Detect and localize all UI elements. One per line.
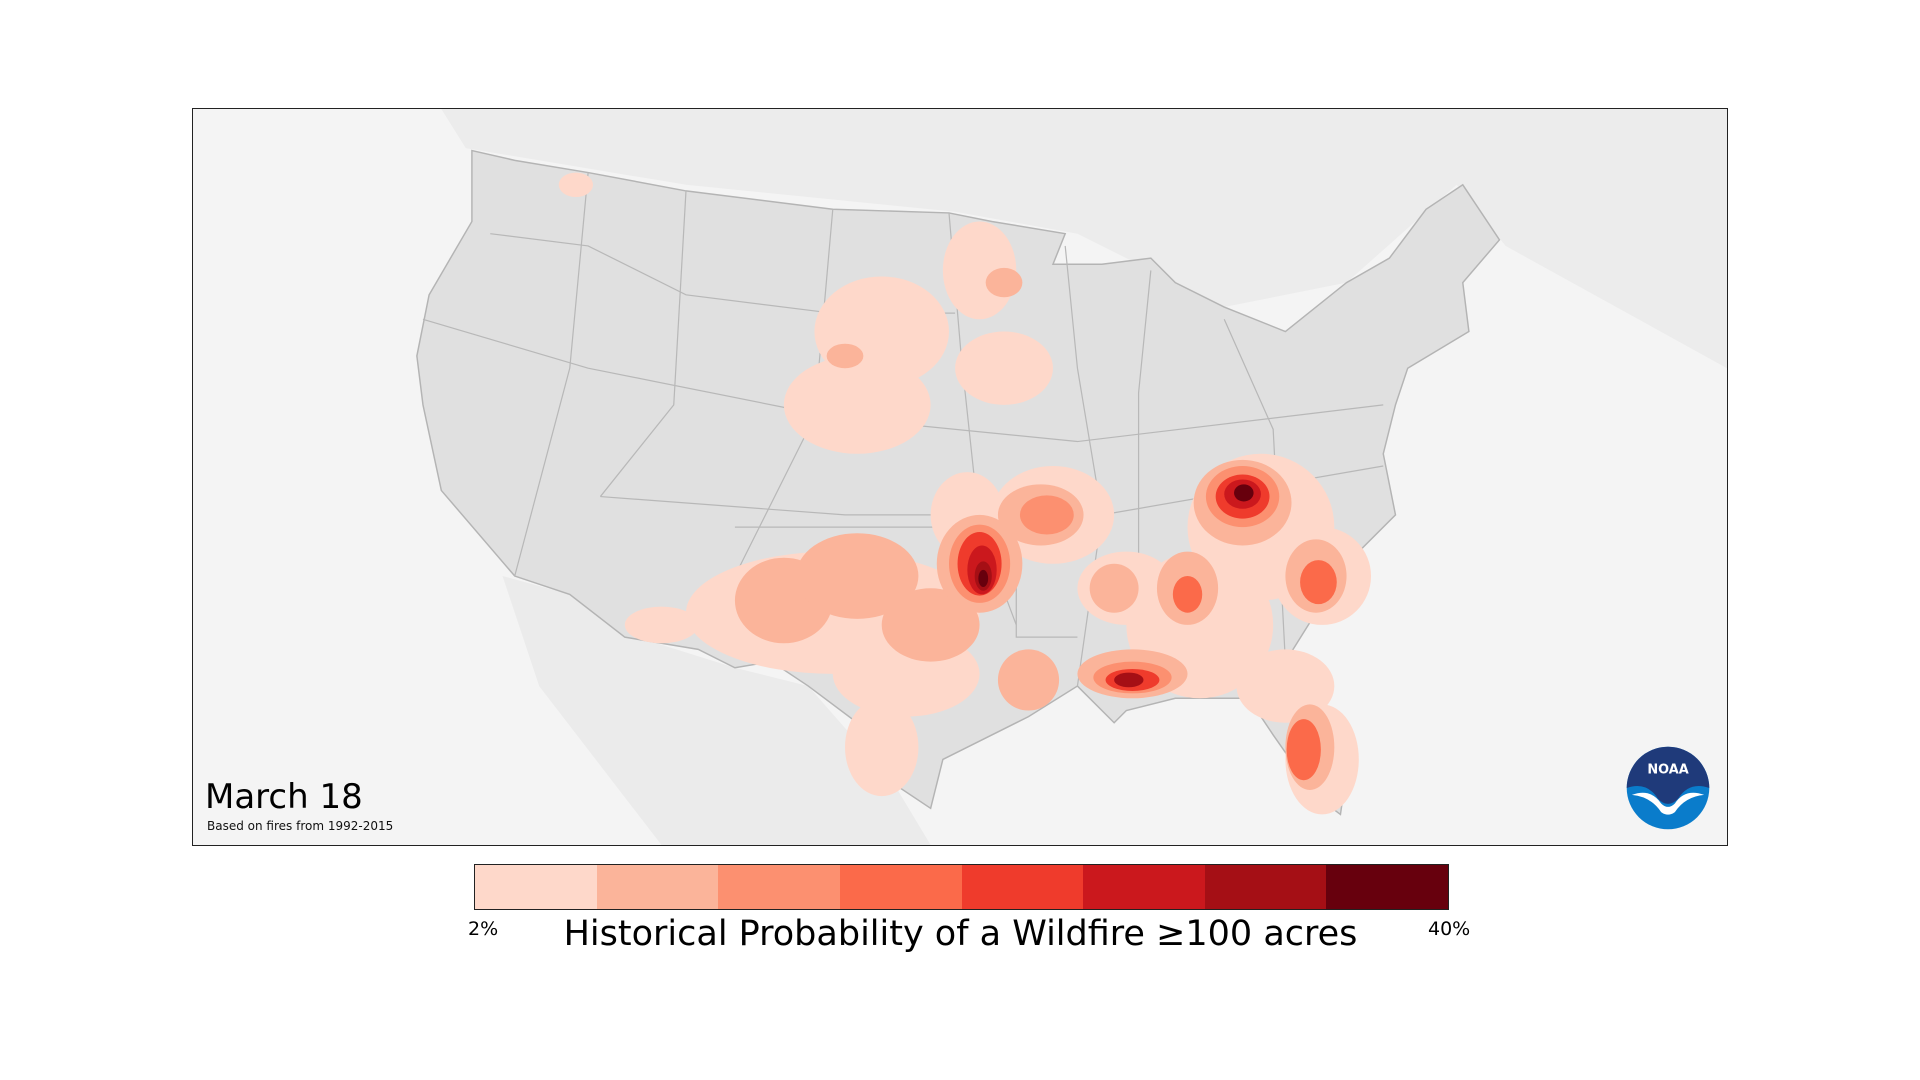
legend-swatch-4 — [961, 865, 1084, 909]
contour-level-2 — [1019, 495, 1074, 535]
map-date: March 18 — [205, 777, 363, 817]
svg-text:NOAA: NOAA — [1647, 762, 1688, 777]
contour-level-1 — [826, 343, 864, 369]
contour-level-1 — [985, 267, 1023, 298]
map-frame: March 18 Based on fires from 1992-2015 N… — [192, 108, 1728, 846]
contour-level-1 — [881, 588, 980, 662]
legend-swatch-7 — [1326, 865, 1448, 909]
wildfire-probability-map — [193, 109, 1727, 845]
legend-swatch-2 — [718, 865, 840, 909]
legend-min-label: 2% — [468, 918, 499, 940]
contour-level-0 — [624, 606, 699, 644]
canada-landmass — [441, 109, 1727, 369]
legend-swatch-6 — [1204, 865, 1327, 909]
contour-level-3 — [1286, 719, 1321, 781]
probability-contours — [558, 172, 1372, 815]
contour-level-3 — [1300, 560, 1337, 605]
legend-colorbar — [474, 864, 1449, 910]
contour-level-6 — [1114, 672, 1144, 688]
contour-level-1 — [796, 533, 919, 619]
contour-level-7 — [978, 569, 989, 588]
contour-level-1 — [997, 649, 1060, 711]
contour-level-0 — [955, 331, 1053, 405]
legend-swatch-3 — [839, 865, 962, 909]
mexico-landmass — [502, 576, 931, 845]
legend-title: Historical Probability of a Wildfire ≥10… — [563, 914, 1358, 954]
contour-level-3 — [1172, 576, 1203, 613]
legend-swatch-1 — [596, 865, 719, 909]
contour-level-1 — [1089, 563, 1139, 613]
contour-level-7 — [1234, 484, 1254, 502]
map-subtitle: Based on fires from 1992-2015 — [207, 819, 394, 833]
noaa-logo: NOAA — [1626, 746, 1710, 830]
legend-max-label: 40% — [1428, 918, 1471, 940]
contour-level-0 — [783, 355, 931, 454]
legend-swatch-5 — [1083, 865, 1205, 909]
contour-level-0 — [845, 698, 919, 797]
legend-swatch-0 — [475, 865, 597, 909]
contour-level-0 — [558, 172, 594, 198]
